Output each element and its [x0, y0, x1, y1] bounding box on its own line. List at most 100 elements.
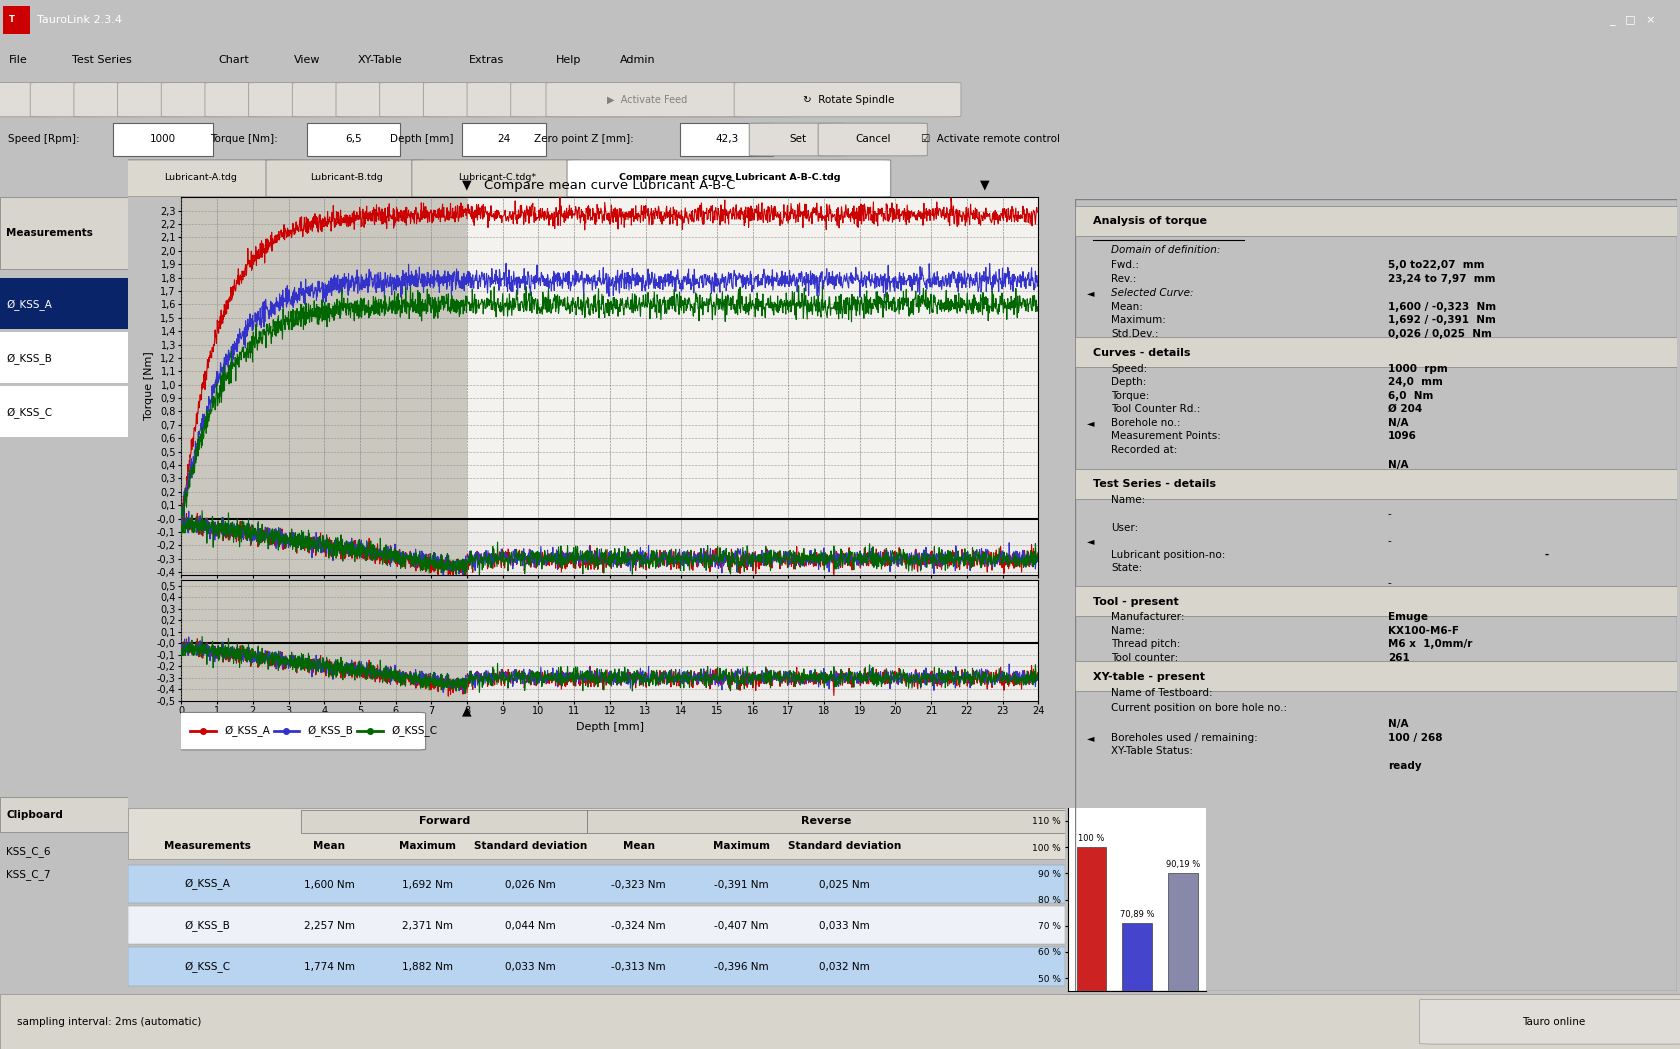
FancyBboxPatch shape: [1233, 994, 1278, 1020]
Text: Manufacturer:: Manufacturer:: [1110, 613, 1184, 622]
Text: 2,257 Nm: 2,257 Nm: [304, 921, 354, 932]
Text: Standard deviation: Standard deviation: [474, 841, 588, 852]
Text: Torque [Nm]:: Torque [Nm]:: [210, 133, 277, 144]
Text: Ø_KSS_A: Ø_KSS_A: [7, 300, 52, 311]
Text: Recorded at:: Recorded at:: [1110, 445, 1178, 454]
Text: XY-table - present: XY-table - present: [1094, 671, 1205, 682]
Text: 6,0  Nm: 6,0 Nm: [1388, 390, 1433, 401]
Text: 42,3: 42,3: [716, 133, 738, 144]
Bar: [1077, 848, 1107, 1049]
X-axis label: Depth [mm]: Depth [mm]: [576, 722, 643, 732]
Text: Help: Help: [556, 55, 581, 65]
Text: ▲: ▲: [462, 705, 472, 718]
Text: Ø_KSS_B: Ø_KSS_B: [7, 354, 52, 365]
Text: Efficiency ▼: Efficiency ▼: [1062, 1002, 1116, 1011]
FancyBboxPatch shape: [749, 123, 847, 156]
Text: 0,025 Nm: 0,025 Nm: [820, 880, 870, 890]
Text: Borehole no.:: Borehole no.:: [1110, 418, 1181, 428]
Text: Mean ▼: Mean ▼: [1238, 1002, 1273, 1011]
FancyBboxPatch shape: [412, 159, 580, 197]
Text: Lubricant-B.tdg: Lubricant-B.tdg: [311, 173, 383, 183]
FancyBboxPatch shape: [380, 83, 452, 116]
Text: 90,19 %: 90,19 %: [1166, 860, 1201, 869]
Title: Compare mean curve Lubricant A-B-C: Compare mean curve Lubricant A-B-C: [484, 179, 736, 192]
Bar: [1075, 585, 1677, 616]
Text: Measurement Points:: Measurement Points:: [1110, 431, 1221, 442]
Text: Name:: Name:: [1110, 495, 1146, 506]
Bar: [0, 386, 128, 437]
Text: XY-Table: XY-Table: [358, 55, 403, 65]
Text: Measurements: Measurements: [7, 229, 94, 238]
Text: Ø_KSS_B: Ø_KSS_B: [185, 921, 230, 932]
Text: Tool counter:: Tool counter:: [1110, 652, 1179, 663]
Text: 1,774 Nm: 1,774 Nm: [304, 962, 354, 972]
Text: 1,600 / -0,323  Nm: 1,600 / -0,323 Nm: [1388, 302, 1497, 312]
Text: Zero point Z [mm]:: Zero point Z [mm]:: [534, 133, 633, 144]
Text: Name of Testboard:: Name of Testboard:: [1110, 688, 1213, 698]
Text: Test Series - details: Test Series - details: [1094, 479, 1216, 490]
Text: N/A: N/A: [1388, 418, 1408, 428]
Bar: [586, 810, 1065, 833]
Text: 6,5: 6,5: [346, 133, 361, 144]
Text: -0,407 Nm: -0,407 Nm: [714, 921, 769, 932]
Text: 1,882 Nm: 1,882 Nm: [402, 962, 454, 972]
Text: Depth [mm]: Depth [mm]: [390, 133, 454, 144]
FancyBboxPatch shape: [205, 83, 277, 116]
Text: 1096: 1096: [1388, 431, 1416, 442]
Text: Fwd. ▼: Fwd. ▼: [1198, 1002, 1228, 1011]
Text: Ø_KSS_C: Ø_KSS_C: [391, 726, 437, 736]
Text: Chart: Chart: [218, 55, 249, 65]
Text: Ø_KSS_C: Ø_KSS_C: [7, 408, 52, 419]
Text: 23,24 to 7,97  mm: 23,24 to 7,97 mm: [1388, 274, 1495, 283]
FancyBboxPatch shape: [113, 123, 213, 156]
Text: Maximum: Maximum: [714, 841, 769, 852]
Text: 0,033 Nm: 0,033 Nm: [820, 921, 870, 932]
Bar: [1075, 337, 1677, 367]
Y-axis label: Torque [Nm]: Torque [Nm]: [144, 351, 155, 421]
Text: ▼: ▼: [462, 179, 472, 192]
Bar: [301, 810, 586, 833]
Text: Speed [Rpm]:: Speed [Rpm]:: [8, 133, 81, 144]
Text: KX100-M6-F: KX100-M6-F: [1388, 626, 1458, 636]
Text: _   □   ×: _ □ ×: [1609, 15, 1656, 25]
FancyBboxPatch shape: [568, 159, 890, 197]
FancyBboxPatch shape: [546, 83, 748, 116]
FancyBboxPatch shape: [818, 123, 927, 156]
Text: -0,396 Nm: -0,396 Nm: [714, 962, 769, 972]
Bar: [3, 6, 30, 34]
Text: -0,313 Nm: -0,313 Nm: [612, 962, 665, 972]
Text: 0,033 Nm: 0,033 Nm: [506, 962, 556, 972]
Text: Current position on bore hole no.:: Current position on bore hole no.:: [1110, 703, 1287, 712]
Text: Set: Set: [790, 133, 806, 144]
Text: 100 %: 100 %: [1079, 834, 1105, 843]
Text: User:: User:: [1110, 523, 1139, 533]
Text: Tool Counter Rd.:: Tool Counter Rd.:: [1110, 404, 1201, 414]
Text: Mean: Mean: [623, 841, 655, 852]
Text: Fwd.:: Fwd.:: [1110, 260, 1139, 270]
FancyBboxPatch shape: [680, 123, 773, 156]
Text: Mean:: Mean:: [1110, 302, 1142, 312]
Bar: [128, 808, 1065, 859]
Text: ↻  Rotate Spindle: ↻ Rotate Spindle: [803, 94, 894, 105]
Text: Clipboard: Clipboard: [7, 810, 64, 819]
FancyBboxPatch shape: [1067, 994, 1112, 1020]
Text: 24,0  mm: 24,0 mm: [1388, 378, 1443, 387]
Text: 2,371 Nm: 2,371 Nm: [402, 921, 454, 932]
Bar: [1168, 873, 1198, 1049]
Text: Depth:: Depth:: [1110, 378, 1147, 387]
Text: ◄: ◄: [1087, 733, 1095, 743]
FancyBboxPatch shape: [121, 159, 279, 197]
Text: Test Series: Test Series: [72, 55, 133, 65]
Text: Forward: Forward: [418, 816, 470, 827]
FancyBboxPatch shape: [423, 83, 496, 116]
Text: -: -: [1388, 578, 1391, 587]
Bar: [467, 580, 1038, 701]
FancyBboxPatch shape: [642, 83, 714, 116]
FancyBboxPatch shape: [462, 123, 546, 156]
Text: Mean: Mean: [312, 841, 344, 852]
Text: Rev.:: Rev.:: [1110, 274, 1137, 283]
Text: Std.Dev.:: Std.Dev.:: [1110, 329, 1159, 339]
Text: ✓ Marks: ✓ Marks: [1146, 1002, 1184, 1011]
FancyBboxPatch shape: [1420, 1000, 1680, 1044]
Bar: [467, 197, 1038, 518]
